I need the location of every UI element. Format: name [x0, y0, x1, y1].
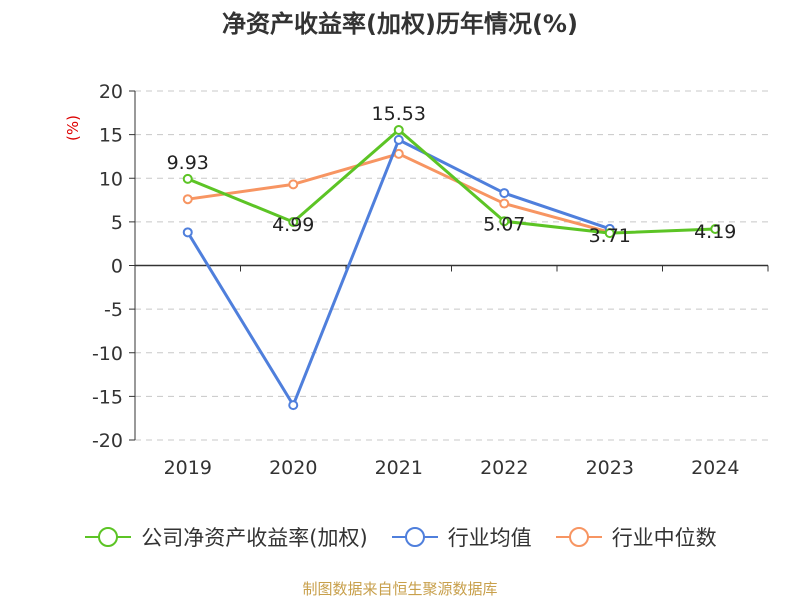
data-point — [182, 194, 193, 205]
x-tick-label: 2022 — [480, 457, 528, 479]
data-point — [710, 223, 721, 234]
data-point — [393, 134, 404, 145]
y-tick-label: -5 — [104, 299, 123, 321]
data-point — [499, 198, 510, 209]
x-tick-label: 2019 — [164, 457, 212, 479]
data-point — [499, 188, 510, 199]
legend-line-circle-icon — [85, 527, 132, 547]
legend-item-industry-median[interactable]: 行业中位数 — [554, 522, 717, 552]
data-point — [182, 173, 193, 184]
y-tick-label: 15 — [99, 125, 123, 147]
data-label: 4.99 — [272, 214, 314, 236]
x-tick-label: 2023 — [586, 457, 634, 479]
data-label: 5.07 — [483, 213, 525, 235]
legend: 公司净资产收益率(加权) 行业均值 行业中位数 — [0, 520, 800, 554]
series-line-1 — [186, 138, 611, 407]
legend-line-circle-icon — [391, 527, 438, 547]
data-label: 9.93 — [167, 152, 209, 174]
x-tick-label: 2024 — [691, 457, 739, 479]
axes: -20 -15 -10 -5 0 5 10 15 20 2019 2020 2021 2022 2023 2… — [64, 81, 769, 479]
y-tick-label: -20 — [92, 430, 123, 452]
data-point — [182, 227, 193, 238]
data-point — [288, 179, 299, 190]
y-tick-label: 0 — [111, 256, 123, 278]
legend-label: 行业均值 — [447, 526, 532, 550]
legend-label: 行业中位数 — [611, 526, 717, 550]
series-line-0 — [187, 128, 716, 235]
series-lines — [182, 125, 721, 411]
legend-label: 公司净资产收益率(加权) — [141, 526, 368, 550]
x-tick-label: 2021 — [375, 457, 423, 479]
legend-item-industry-mean[interactable]: 行业均值 — [390, 522, 532, 552]
y-unit-label: (%) — [64, 115, 82, 141]
data-point — [288, 400, 299, 411]
data-point — [393, 148, 404, 159]
data-label: 4.19 — [694, 221, 736, 243]
chart-title: 净资产收益率(加权)历年情况(%) — [222, 10, 578, 38]
legend-line-circle-icon — [555, 527, 602, 547]
data-labels: 9.93 4.99 15.53 5.07 3.71 4.19 — [167, 103, 737, 247]
y-tick-label: 20 — [99, 81, 123, 103]
y-tick-label: -15 — [92, 386, 123, 408]
series-line-2 — [187, 152, 611, 234]
y-tick-label: 10 — [99, 168, 123, 190]
data-point — [604, 228, 615, 239]
source-note: 制图数据来自恒生聚源数据库 — [302, 580, 498, 598]
y-tick-label: 5 — [111, 212, 123, 234]
x-tick-label: 2020 — [269, 457, 317, 479]
data-label: 3.71 — [589, 225, 631, 247]
data-point — [393, 125, 404, 136]
data-point — [499, 216, 510, 227]
y-tick-label: -10 — [92, 343, 123, 365]
data-point — [288, 216, 299, 227]
legend-item-company-roe[interactable]: 公司净资产收益率(加权) — [83, 522, 368, 552]
data-label: 15.53 — [372, 103, 426, 125]
